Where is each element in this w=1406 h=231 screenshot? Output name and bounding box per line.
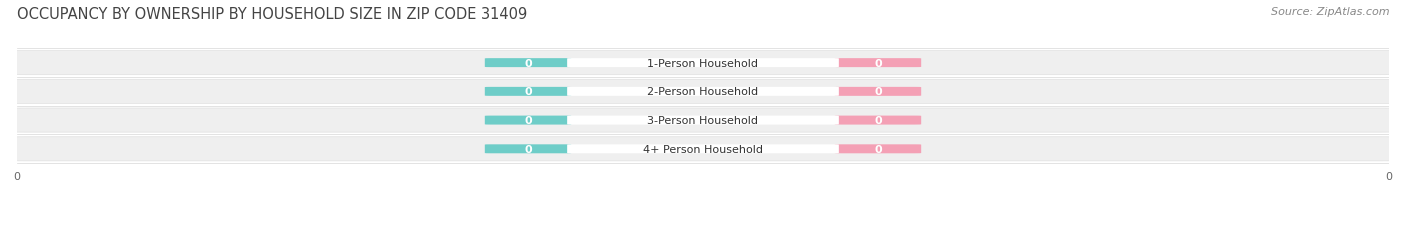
Text: OCCUPANCY BY OWNERSHIP BY HOUSEHOLD SIZE IN ZIP CODE 31409: OCCUPANCY BY OWNERSHIP BY HOUSEHOLD SIZE… (17, 7, 527, 22)
Text: 0: 0 (875, 87, 882, 97)
Text: 0: 0 (524, 116, 531, 125)
FancyBboxPatch shape (835, 145, 921, 154)
Text: 4+ Person Household: 4+ Person Household (643, 144, 763, 154)
FancyBboxPatch shape (567, 88, 839, 96)
Text: 0: 0 (524, 87, 531, 97)
Text: 0: 0 (524, 144, 531, 154)
FancyBboxPatch shape (567, 145, 839, 154)
FancyBboxPatch shape (0, 80, 1406, 104)
Text: 0: 0 (524, 58, 531, 68)
FancyBboxPatch shape (485, 59, 571, 68)
FancyBboxPatch shape (0, 137, 1406, 161)
FancyBboxPatch shape (0, 51, 1406, 75)
Text: Source: ZipAtlas.com: Source: ZipAtlas.com (1271, 7, 1389, 17)
Text: 1-Person Household: 1-Person Household (648, 58, 758, 68)
FancyBboxPatch shape (485, 116, 571, 125)
FancyBboxPatch shape (567, 116, 839, 125)
FancyBboxPatch shape (0, 109, 1406, 133)
Text: 2-Person Household: 2-Person Household (647, 87, 759, 97)
FancyBboxPatch shape (485, 145, 571, 154)
Text: 0: 0 (875, 58, 882, 68)
Text: 0: 0 (875, 144, 882, 154)
FancyBboxPatch shape (485, 88, 571, 96)
FancyBboxPatch shape (835, 88, 921, 96)
Text: 0: 0 (875, 116, 882, 125)
FancyBboxPatch shape (567, 59, 839, 68)
Text: 3-Person Household: 3-Person Household (648, 116, 758, 125)
FancyBboxPatch shape (835, 59, 921, 68)
FancyBboxPatch shape (835, 116, 921, 125)
Legend: Owner-occupied, Renter-occupied: Owner-occupied, Renter-occupied (588, 228, 818, 231)
